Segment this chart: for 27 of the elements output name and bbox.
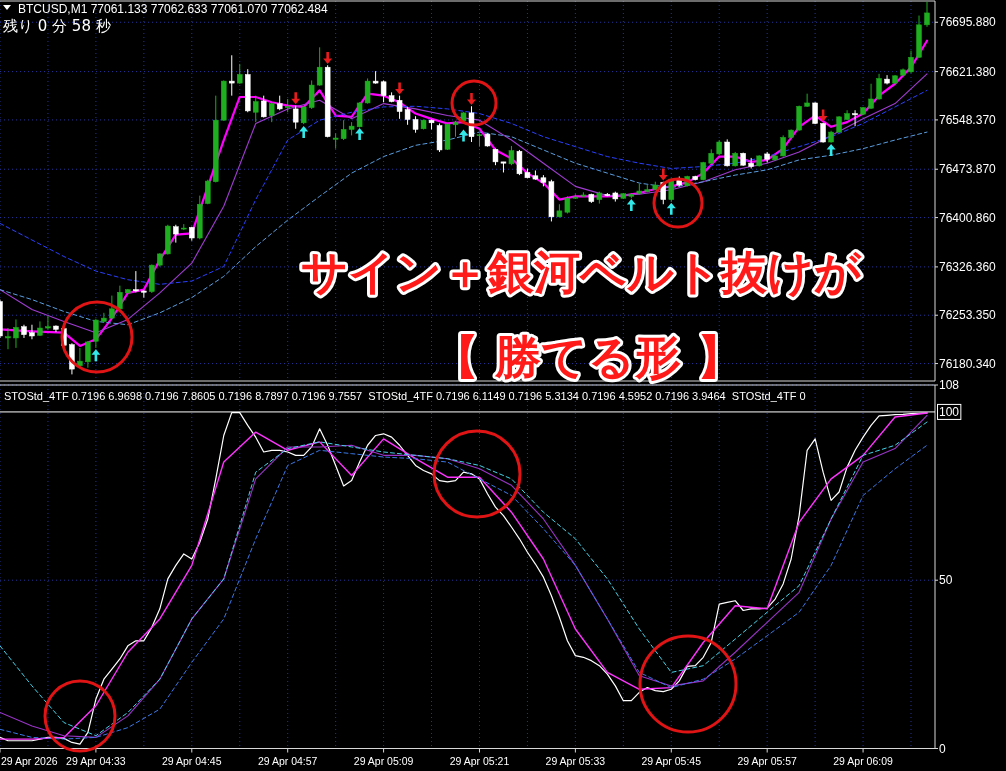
y-tick-label: 76695.880 <box>939 15 997 30</box>
y-tick-label: 76473.870 <box>939 162 997 177</box>
x-tick-label: 29 Apr 05:33 <box>545 754 606 767</box>
y-tick-label: 76253.350 <box>939 308 997 323</box>
y-tick-label: 76548.370 <box>939 112 997 127</box>
y-tick-label: 76326.360 <box>939 259 997 274</box>
x-tick-label: 29 Apr 05:57 <box>737 754 798 767</box>
y-tick-label: 76180.340 <box>939 356 997 371</box>
x-tick-label: 29 Apr 04:33 <box>66 754 126 767</box>
annotation: 【 勝てる形 】 <box>432 330 744 384</box>
x-tick-label: 29 Apr 04:45 <box>162 754 222 767</box>
chart-title: BTCUSD,M1 77061.133 77062.633 77061.070 77062.484 <box>18 2 328 16</box>
y-tick-label: 108 <box>939 378 960 392</box>
x-tick-label: 29 Apr 05:09 <box>353 754 414 767</box>
y-tick-label: 0 <box>939 741 946 756</box>
text: STOStd_4TF 0.7196 6.9698 0.7196 7.8605 0.7196 8.7897 0.7196 9.7557 STOStd_4TF 0.7196 6.1149 0.7196 5.3134 0.7196 4.5952 0.7196 3.9464 STOStd_4TF 0 <box>4 390 806 402</box>
annotation: サイン＋銀河ベルト抜けが <box>301 245 862 299</box>
x-tick-label: 29 Apr 04:57 <box>257 754 318 767</box>
y-tick-label: 76400.860 <box>939 210 997 225</box>
y-tick-label: 50 <box>939 573 953 588</box>
x-tick-label: 29 Apr 06:09 <box>833 754 894 767</box>
ref-line-label: 100 <box>937 403 962 420</box>
x-tick-label: 29 Apr 05:21 <box>449 754 510 767</box>
y-tick-label: 76621.380 <box>939 64 997 79</box>
annotation: 残り 0 分 58 秒 <box>3 17 111 35</box>
x-tick-label: 29 Apr 2026 <box>1 754 58 767</box>
x-tick-label: 29 Apr 05:45 <box>641 754 702 767</box>
